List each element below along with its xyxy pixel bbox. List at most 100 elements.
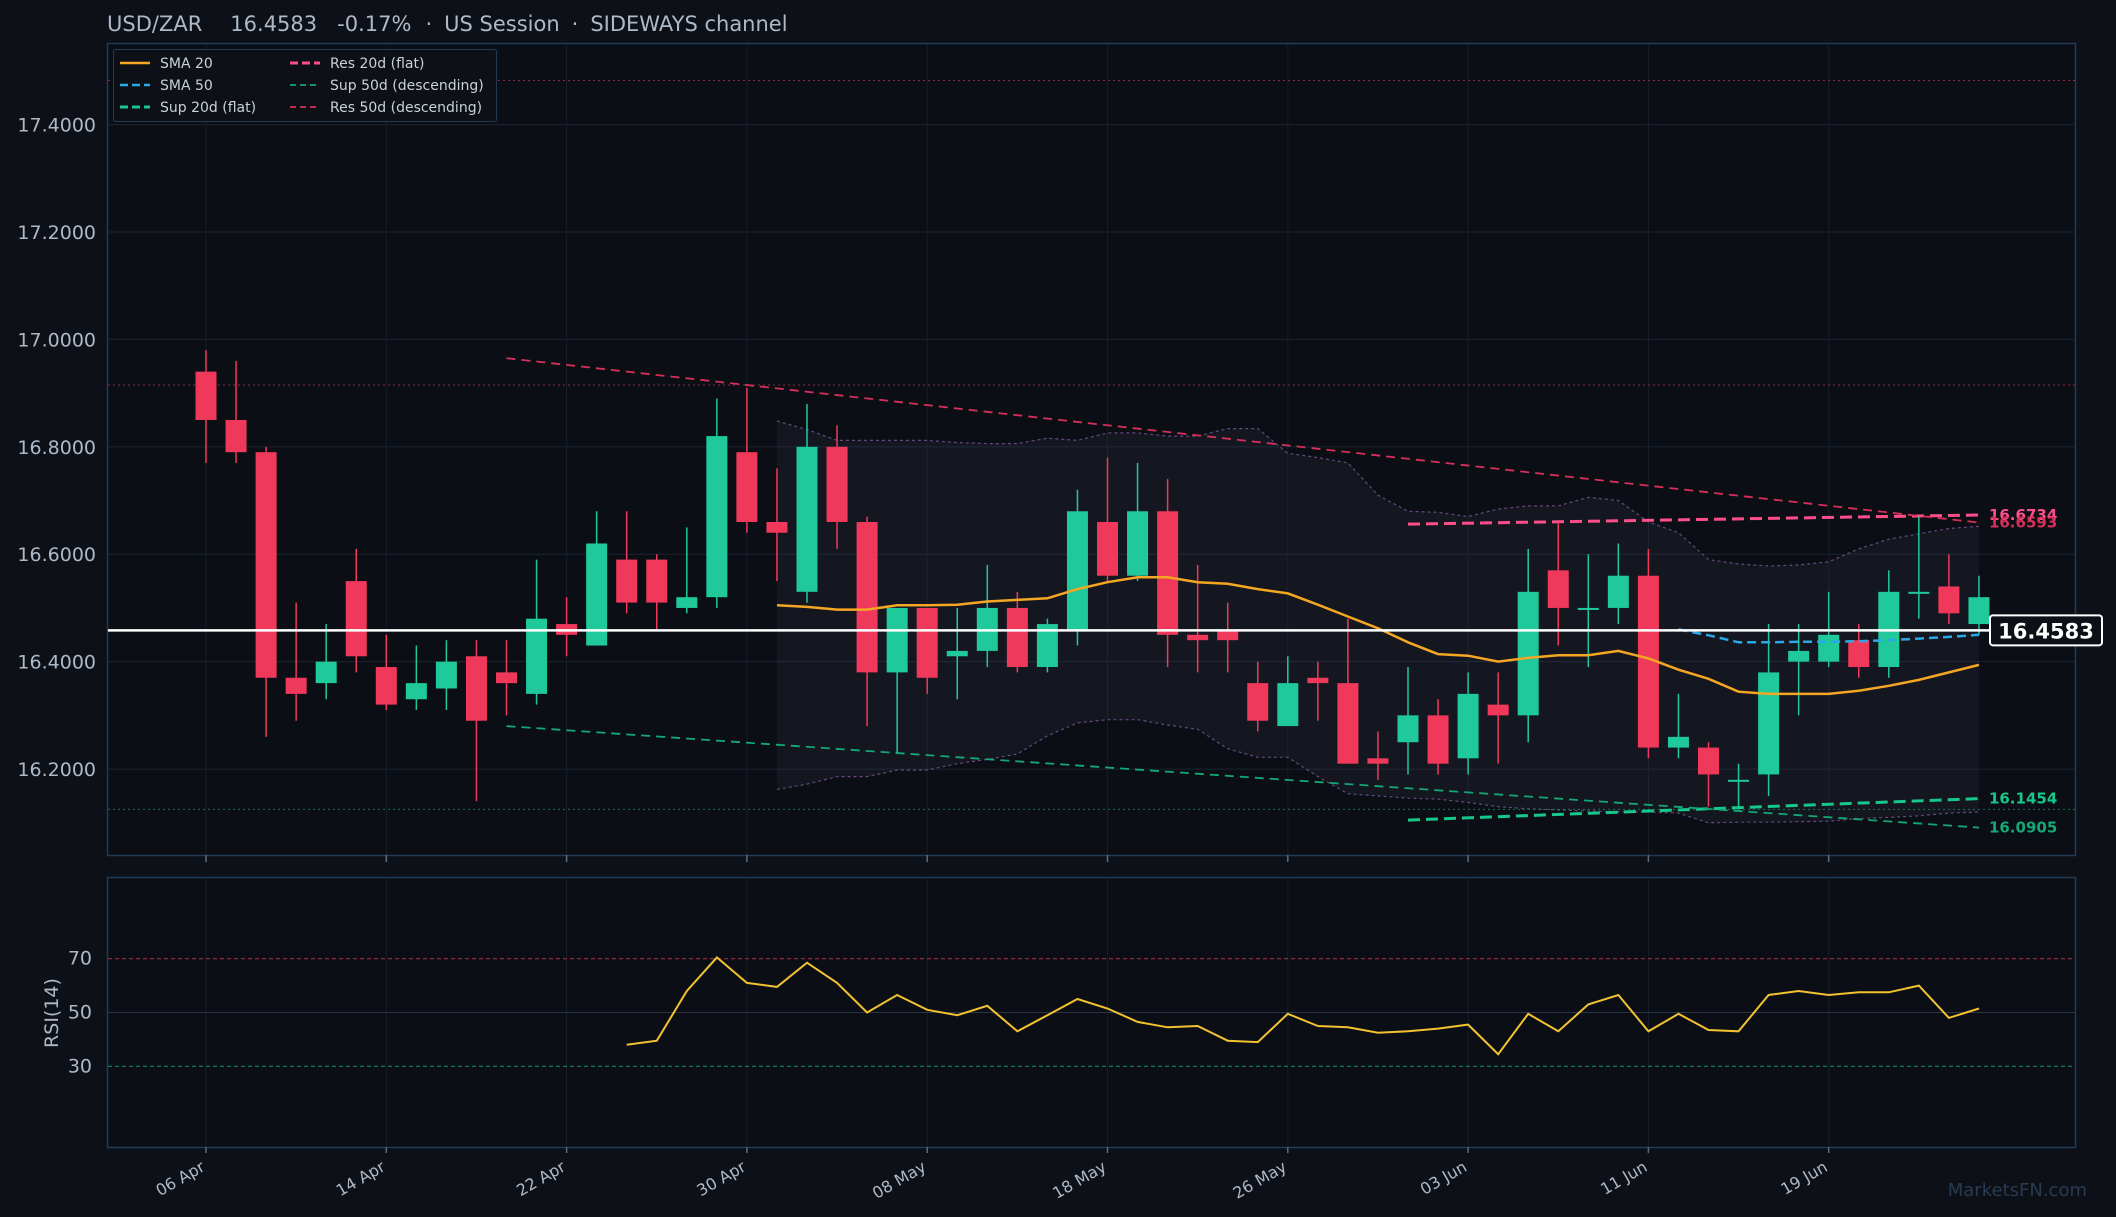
candle-down bbox=[856, 522, 878, 673]
pair-label: USD/ZAR bbox=[107, 12, 202, 36]
candle-up bbox=[706, 436, 728, 598]
candle-down bbox=[225, 419, 247, 453]
last-price-badge bbox=[1989, 614, 2103, 647]
legend-item-label: Sup 20d (flat) bbox=[160, 100, 256, 116]
legend-item-label: Res 20d (flat) bbox=[330, 56, 424, 72]
rsi-series bbox=[626, 956, 1980, 1056]
candle-up bbox=[1788, 650, 1810, 662]
candle-down bbox=[1006, 607, 1028, 668]
candle-down bbox=[1637, 575, 1659, 748]
candle-up bbox=[1758, 672, 1780, 775]
legend: SMA 20 SMA 50 Sup 20d (flat) Res 20d (flat)… bbox=[113, 49, 497, 122]
candle-up bbox=[946, 650, 968, 657]
candle-down bbox=[826, 446, 848, 523]
candle-down bbox=[1247, 683, 1269, 721]
price-tick-label: 16.8000 bbox=[17, 437, 96, 459]
rsi-line bbox=[626, 956, 1980, 1056]
sup-20d-line bbox=[1407, 797, 1980, 822]
candle-down bbox=[255, 452, 277, 678]
price-panel bbox=[106, 42, 2077, 857]
candle-down bbox=[1487, 704, 1509, 716]
candle-down bbox=[1337, 683, 1359, 764]
candle-down bbox=[1097, 522, 1118, 576]
sup-50d-line bbox=[506, 725, 1980, 829]
rsi-tick-label: 50 bbox=[68, 1002, 92, 1024]
candle-down bbox=[1938, 586, 1960, 614]
session-label: US Session bbox=[444, 12, 560, 36]
legend-item-label: SMA 50 bbox=[160, 78, 213, 94]
candle-up bbox=[586, 543, 608, 646]
chart-title: USD/ZAR 16.4583 -0.17% · US Session · SIDEWAYS… bbox=[107, 12, 788, 36]
watermark: MarketsFN.com bbox=[1948, 1180, 2087, 1201]
candle-up bbox=[1277, 683, 1299, 727]
candle-down bbox=[195, 371, 217, 420]
candle-up bbox=[1036, 624, 1058, 668]
candle-down bbox=[736, 452, 758, 523]
candle-up bbox=[435, 661, 457, 689]
channel-label: SIDEWAYS channel bbox=[590, 12, 787, 36]
res-50d-label: 16.6593 bbox=[1989, 514, 2057, 532]
candle-down bbox=[1187, 634, 1209, 641]
candle-down bbox=[766, 522, 788, 533]
sup-50d-label: 16.0905 bbox=[1989, 819, 2057, 837]
candle-down bbox=[916, 607, 938, 678]
support-resistance-lines: 16.6734 16.1454 16.0905 16.6593 bbox=[506, 357, 2057, 837]
legend-item-label: Res 50d (descending) bbox=[330, 100, 482, 116]
candle-down bbox=[1698, 747, 1719, 775]
sma20-line bbox=[776, 576, 1980, 696]
candle-up bbox=[1517, 591, 1539, 716]
last-price-label: 16.4583 bbox=[1998, 619, 2094, 643]
candle-down bbox=[646, 559, 668, 603]
sup-20d-label: 16.1454 bbox=[1989, 790, 2057, 808]
candle-down bbox=[375, 667, 397, 705]
price-label: 16.4583 bbox=[230, 12, 317, 36]
rsi-tick-label: 70 bbox=[68, 948, 92, 970]
candle-up bbox=[796, 446, 818, 592]
bollinger-lower bbox=[776, 719, 1980, 824]
candle-up bbox=[1066, 511, 1088, 630]
bollinger-upper bbox=[776, 420, 1980, 567]
candles bbox=[195, 350, 1990, 807]
candle-up bbox=[886, 607, 908, 673]
candle-down bbox=[465, 656, 487, 721]
candle-down bbox=[1367, 758, 1389, 764]
rsi-tick-label: 30 bbox=[68, 1055, 92, 1077]
candle-down bbox=[285, 677, 307, 694]
legend-item-label: SMA 20 bbox=[160, 56, 213, 72]
candle-down bbox=[345, 581, 367, 657]
candle-down bbox=[616, 559, 638, 603]
candle-up bbox=[1397, 715, 1419, 743]
last-price-line: 16.4583 bbox=[108, 614, 2103, 647]
candle-down bbox=[1848, 640, 1870, 668]
candle-up bbox=[1728, 779, 1750, 782]
price-tick-label: 17.2000 bbox=[17, 222, 96, 244]
price-tick-label: 16.6000 bbox=[17, 544, 96, 566]
candle-down bbox=[1157, 511, 1179, 635]
candle-down bbox=[1427, 715, 1449, 764]
candle-down bbox=[1547, 570, 1569, 608]
candle-up bbox=[1457, 693, 1479, 759]
candle-up bbox=[405, 683, 427, 700]
candle-up bbox=[1667, 736, 1689, 748]
rsi-axis-label: RSI(14) bbox=[41, 978, 63, 1048]
rsi-grid bbox=[108, 878, 2075, 1147]
candle-up bbox=[1908, 591, 1930, 594]
title-separator: · bbox=[572, 12, 579, 36]
res-20d-line bbox=[1407, 513, 1979, 526]
title-separator: · bbox=[425, 12, 432, 36]
legend-item-label: Sup 50d (descending) bbox=[330, 78, 484, 94]
candle-up bbox=[1127, 511, 1149, 576]
res-20d-label: 16.6734 bbox=[1989, 506, 2057, 524]
moving-averages bbox=[776, 576, 1980, 696]
candle-down bbox=[1307, 677, 1329, 684]
price-tick-label: 16.2000 bbox=[17, 759, 96, 781]
candle-up bbox=[1607, 575, 1629, 608]
candle-down bbox=[496, 672, 517, 684]
change-label: -0.17% bbox=[337, 12, 411, 36]
candle-up bbox=[676, 597, 698, 608]
candle-down bbox=[1217, 629, 1239, 641]
price-axis: 16.2000 16.4000 16.6000 16.8000 17.0000 17.20… bbox=[17, 115, 96, 782]
candle-up bbox=[1968, 597, 1990, 625]
